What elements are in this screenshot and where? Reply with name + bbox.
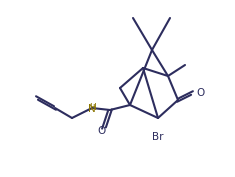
Text: N: N bbox=[88, 104, 96, 114]
Text: Br: Br bbox=[152, 132, 164, 142]
Text: O: O bbox=[98, 126, 106, 136]
Text: O: O bbox=[196, 88, 204, 98]
Text: H: H bbox=[89, 103, 95, 112]
